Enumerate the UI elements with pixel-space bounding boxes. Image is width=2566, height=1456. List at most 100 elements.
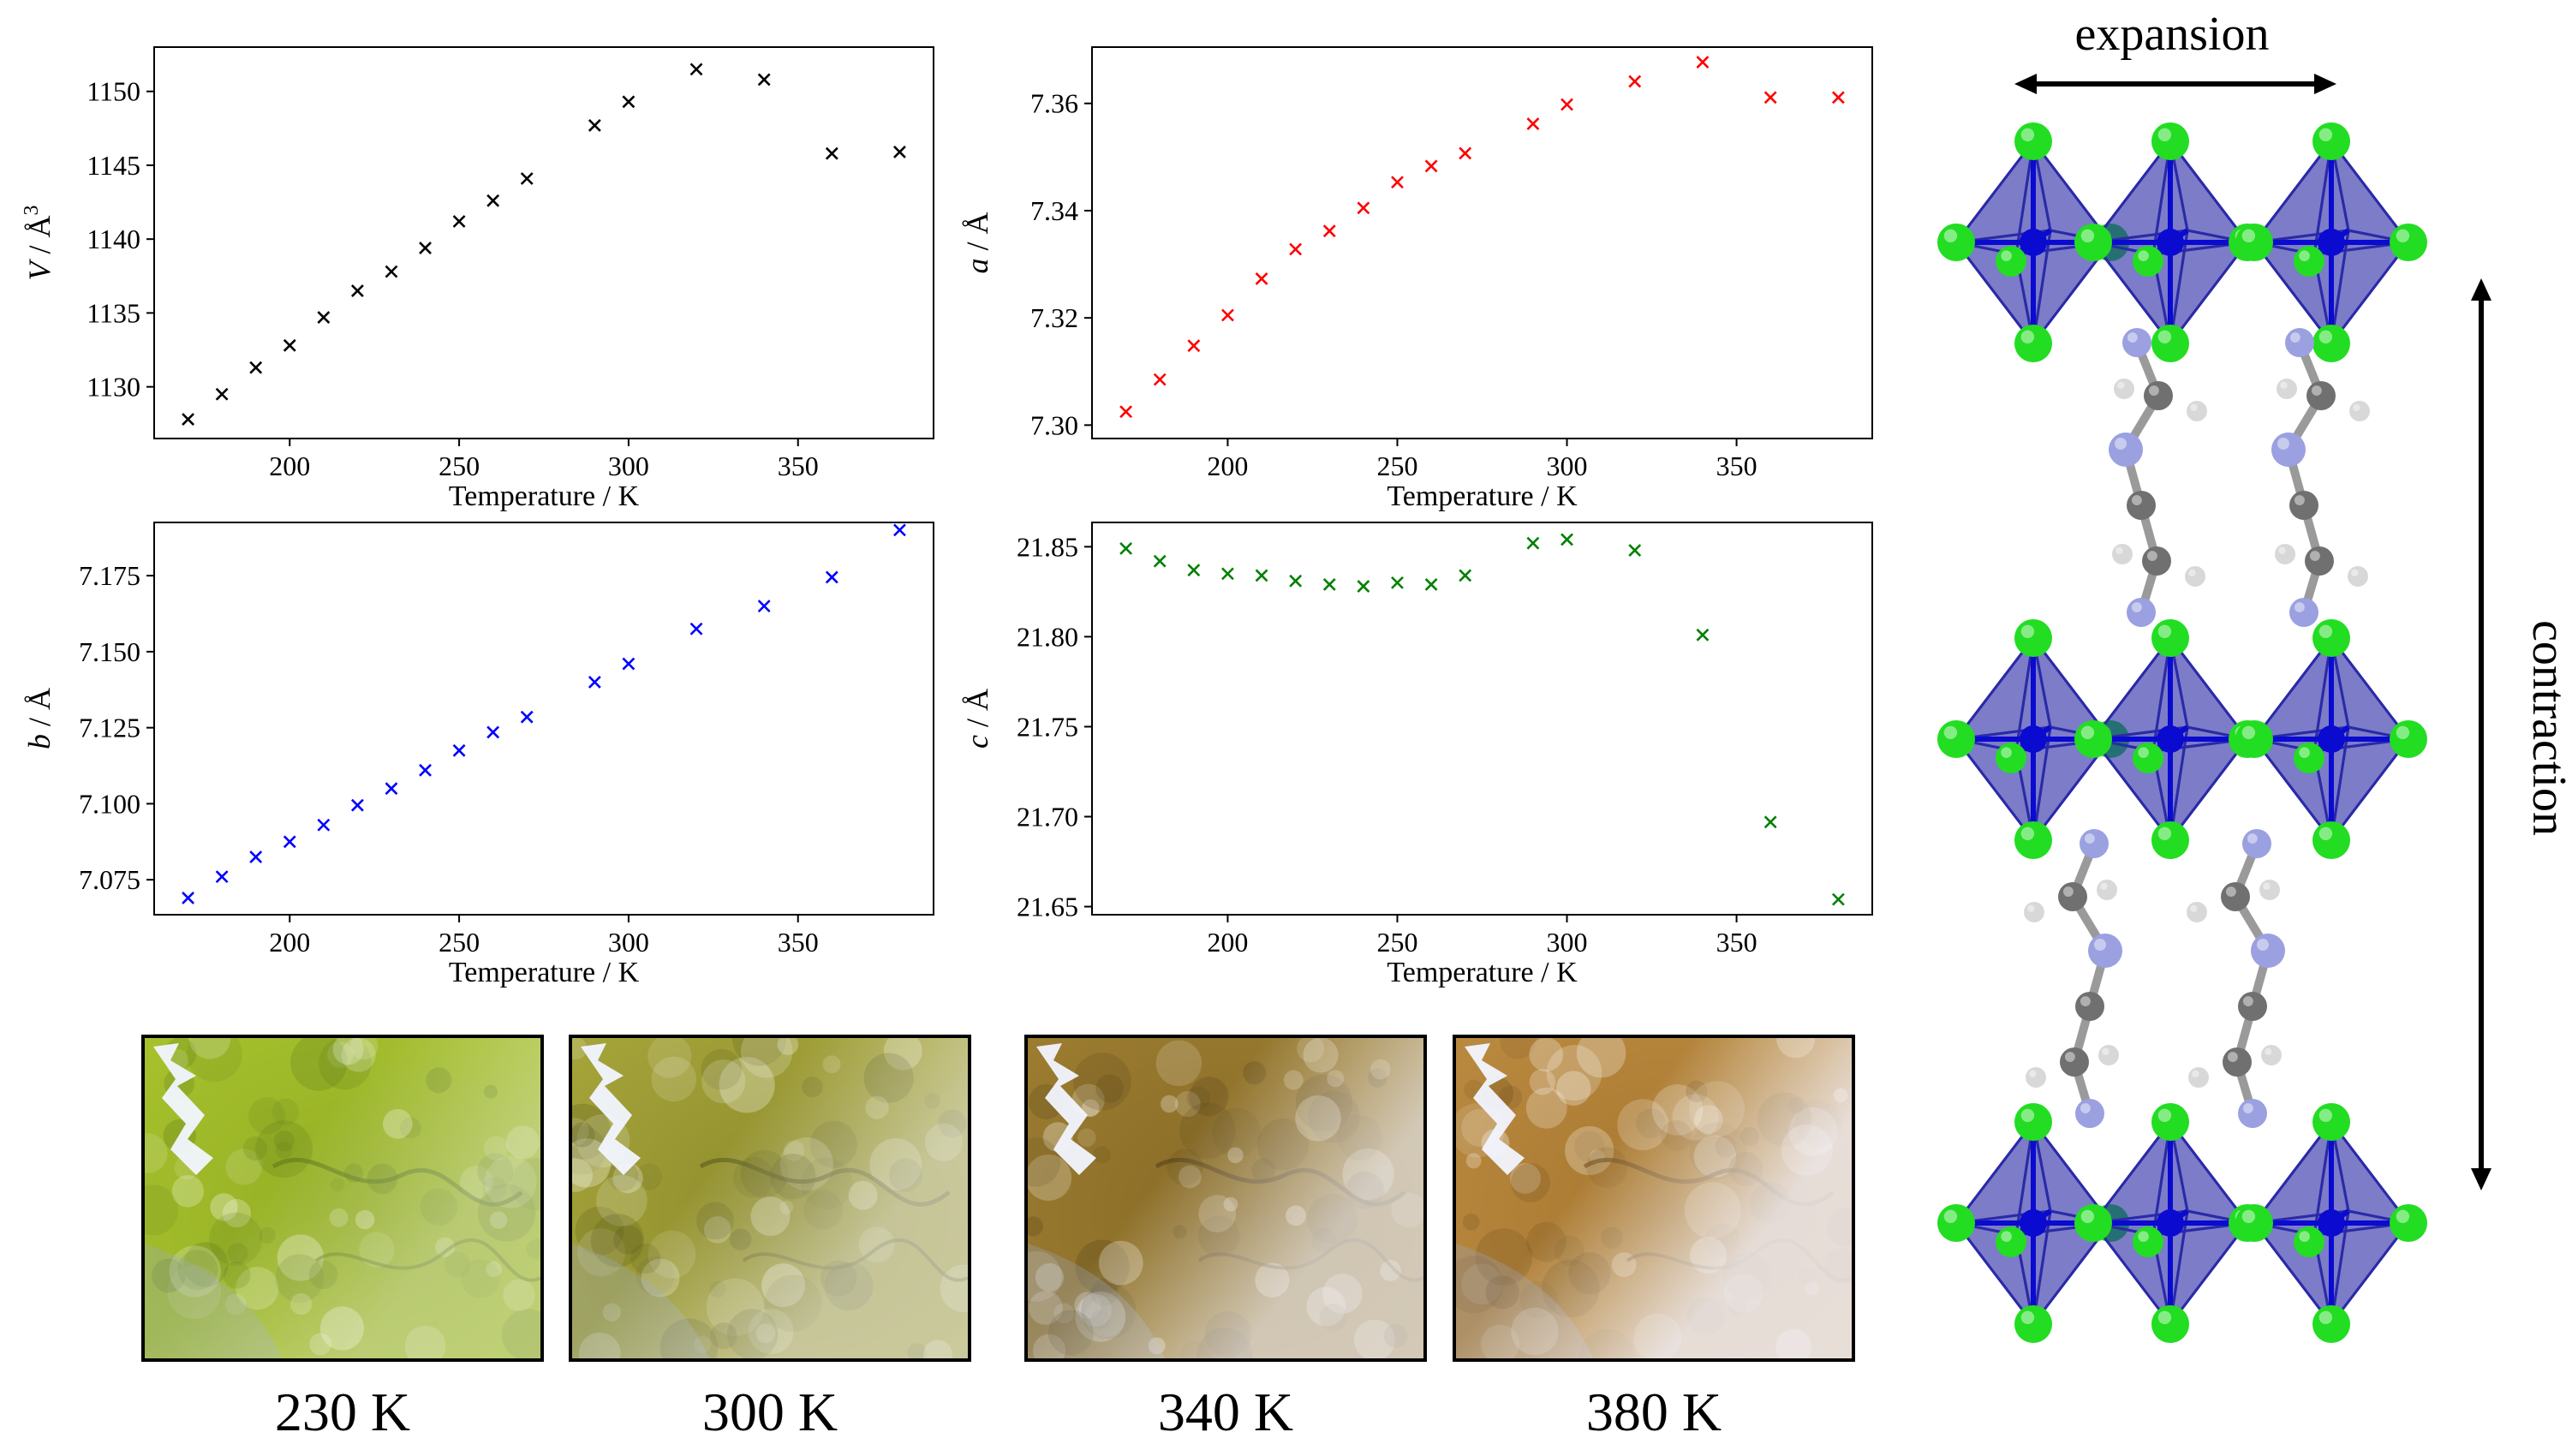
- plot-frame: [153, 522, 934, 916]
- chlorine-atom: [2014, 821, 2052, 859]
- data-point: [385, 265, 398, 278]
- data-point: [215, 387, 229, 401]
- x-tick-label: 200: [269, 451, 310, 481]
- hydrogen-atom: [2349, 401, 2370, 421]
- chlorine-atom: [2390, 1204, 2427, 1242]
- hydrogen-atom: [2259, 880, 2280, 900]
- chlorine-atom: [2133, 1226, 2163, 1257]
- chlorine-atom: [2312, 821, 2350, 859]
- carbon-atom: [2221, 882, 2250, 911]
- chlorine-atom: [1937, 720, 1975, 758]
- chlorine-atom: [1996, 743, 2026, 773]
- chlorine-atom: [2312, 1103, 2350, 1141]
- y-tick-label: 21.80: [1017, 621, 1078, 652]
- data-point: [1391, 176, 1404, 189]
- chart-volume: 200 250 300 350 1130 1135 1140 1145 1150 Temperat…: [21, 46, 934, 512]
- y-tick-label: 7.34: [1030, 195, 1078, 226]
- data-point: [350, 284, 364, 297]
- chlorine-atom: [2074, 224, 2112, 261]
- contraction-arrow: [2471, 278, 2491, 1190]
- data-point: [249, 850, 263, 863]
- y-tick-label: 1140: [87, 224, 140, 254]
- chlorine-atom: [2014, 1103, 2052, 1141]
- hydrogen-atom: [2114, 379, 2134, 399]
- nitrogen-atom: [2109, 433, 2143, 467]
- data-point: [1119, 542, 1133, 555]
- x-axis-label: Temperature / K: [449, 480, 640, 512]
- y-axis-label: b / Å: [22, 688, 57, 749]
- data-point: [317, 311, 331, 325]
- expansion-arrow: [2014, 74, 2336, 94]
- data-point: [622, 95, 636, 109]
- carbon-atom: [2144, 381, 2173, 410]
- chlorine-atom: [1937, 224, 1975, 261]
- chlorine-atom: [1937, 1204, 1975, 1242]
- x-tick-label: 250: [439, 927, 480, 958]
- data-point: [1391, 576, 1404, 589]
- carbon-atom: [2142, 546, 2171, 576]
- y-tick-label: 1130: [87, 372, 140, 403]
- data-point: [419, 763, 432, 777]
- hydrogen-atom: [2277, 379, 2297, 399]
- y-tick-label: 7.075: [79, 864, 140, 895]
- carbon-atom: [2058, 882, 2087, 911]
- y-axis-label: V / Å3: [21, 206, 57, 281]
- data-point: [1628, 75, 1642, 88]
- x-tick-label: 350: [1716, 451, 1757, 481]
- x-tick-label: 250: [1376, 927, 1417, 958]
- x-tick-label: 300: [608, 451, 649, 481]
- data-point: [689, 63, 703, 76]
- chart-c-axis: 200 250 300 350 21.65 21.70 21.75 21.80 21.85 Tem…: [960, 522, 1873, 988]
- x-tick-label: 300: [608, 927, 649, 958]
- data-point: [283, 338, 296, 352]
- data-point: [757, 73, 771, 87]
- nitrogen-atom: [2289, 598, 2318, 627]
- y-tick-label: 7.175: [79, 560, 140, 591]
- data-point: [1221, 567, 1234, 581]
- chart-a-axis: 200 250 300 350 7.30 7.32 7.34 7.36 Temperature …: [960, 46, 1873, 512]
- data-point: [1763, 91, 1777, 104]
- nitrogen-atom: [2271, 433, 2306, 467]
- chlorine-atom: [2294, 1226, 2324, 1257]
- sample-photo: [1453, 1035, 1855, 1362]
- hydrogen-atom: [2112, 544, 2133, 564]
- octahedron: [2090, 138, 2251, 347]
- y-tick-label: 7.30: [1030, 409, 1078, 440]
- y-tick-label: 1135: [87, 297, 140, 328]
- hydrogen-atom: [2024, 902, 2044, 922]
- x-tick-label: 350: [1716, 927, 1757, 958]
- data-point: [317, 818, 331, 832]
- structure-body: [1937, 74, 2491, 1343]
- y-tick-label: 21.75: [1017, 711, 1078, 742]
- carbon-atom: [2060, 1047, 2089, 1077]
- chlorine-atom: [2235, 1204, 2273, 1242]
- data-point: [1153, 554, 1167, 568]
- chlorine-atom: [2390, 224, 2427, 261]
- data-point: [182, 892, 194, 904]
- data-point: [1187, 339, 1201, 353]
- plot-frame: [1091, 46, 1873, 439]
- data-point: [893, 523, 906, 537]
- chlorine-atom: [2312, 122, 2350, 160]
- data-point: [283, 835, 296, 849]
- data-point: [1322, 224, 1336, 238]
- y-tick-label: 7.125: [79, 713, 140, 743]
- chlorine-atom: [2390, 720, 2427, 758]
- x-tick-label: 300: [1547, 451, 1588, 481]
- chlorine-atom: [2074, 720, 2112, 758]
- data-point: [1357, 201, 1370, 215]
- chlorine-atom: [2312, 1305, 2350, 1343]
- data-point: [1831, 91, 1845, 104]
- data-point: [1459, 146, 1472, 160]
- chlorine-atom: [1996, 1226, 2026, 1257]
- data-point: [1696, 56, 1710, 69]
- data-point: [893, 146, 906, 158]
- data-point: [622, 657, 636, 671]
- data-point: [588, 675, 601, 689]
- data-point: [1424, 159, 1438, 173]
- nitrogen-atom: [2285, 328, 2314, 357]
- data-point: [249, 361, 263, 374]
- y-tick-label: 7.32: [1030, 302, 1078, 333]
- data-point: [1322, 578, 1336, 591]
- data-point: [215, 870, 229, 884]
